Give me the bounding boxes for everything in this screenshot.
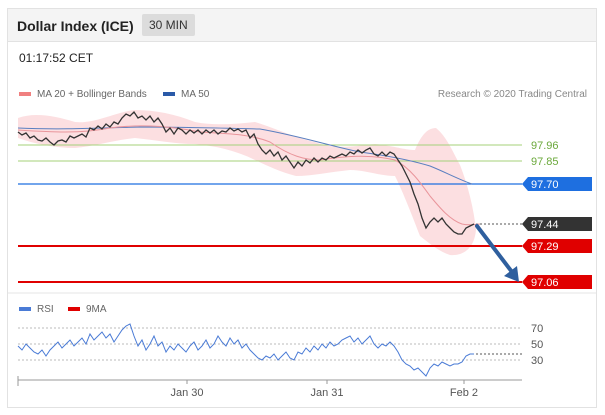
- timestamp: 01:17:52 CET: [19, 51, 94, 65]
- level-tag-97-06-text: 97.06: [531, 277, 559, 289]
- legend-9ma-label: 9MA: [86, 304, 107, 315]
- legend-9ma-swatch: [68, 307, 80, 312]
- rsi-level-50-label: 50: [531, 339, 543, 351]
- level-tag-97-96: 97.96: [531, 140, 559, 152]
- bollinger-band: [18, 110, 476, 256]
- instrument-title: Dollar Index (ICE): [17, 18, 134, 34]
- chart-widget: Dollar Index (ICE) 30 MIN 01:17:52 CET M…: [7, 8, 597, 408]
- legend-ma20: MA 20 + Bollinger Bands: [19, 89, 147, 100]
- level-tag-97-85: 97.85: [531, 156, 559, 168]
- level-tag-97-96-text: 97.96: [531, 140, 559, 152]
- legend-ma50-label: MA 50: [181, 89, 210, 100]
- level-tag-97-06: 97.06: [522, 275, 592, 289]
- level-tag-97-44: 97.44: [522, 217, 592, 231]
- legend-ma50-swatch: [163, 92, 175, 97]
- legend-ma20-swatch: [19, 92, 31, 97]
- price-series: [17, 110, 475, 235]
- copyright: Research © 2020 Trading Central: [437, 89, 587, 100]
- level-tag-97-85-text: 97.85: [531, 156, 559, 168]
- level-tag-97-70-text: 97.70: [531, 179, 559, 191]
- x-label-jan30: Jan 30: [170, 387, 203, 399]
- level-tag-97-44-text: 97.44: [531, 219, 559, 231]
- x-label-feb2: Feb 2: [450, 387, 478, 399]
- level-tag-97-06-bg: [522, 275, 592, 289]
- level-tag-97-70-bg: [522, 177, 592, 191]
- rsi-line: [17, 323, 474, 377]
- level-tag-97-44-bg: [522, 217, 592, 231]
- legend-9ma: 9MA: [68, 304, 107, 315]
- rsi-level-70-label: 70: [531, 323, 543, 335]
- level-tag-97-70: 97.70: [522, 177, 592, 191]
- rsi-level-30-label: 30: [531, 355, 543, 367]
- legend-rsi-label: RSI: [37, 304, 54, 315]
- forecast-arrow-shaft: [475, 224, 514, 274]
- legend-rsi-swatch: [19, 307, 31, 312]
- widget-header: Dollar Index (ICE) 30 MIN: [8, 9, 596, 42]
- forecast-arrow-head: [504, 266, 519, 282]
- legend-ma20-label: MA 20 + Bollinger Bands: [37, 89, 147, 100]
- level-tag-97-29-text: 97.29: [531, 241, 559, 253]
- legend-rsi: RSI: [19, 304, 54, 315]
- x-label-jan31: Jan 31: [310, 387, 343, 399]
- ma20-line: [17, 125, 481, 226]
- level-tag-97-29-bg: [522, 239, 592, 253]
- legend-ma50: MA 50: [163, 89, 209, 100]
- interval-button[interactable]: 30 MIN: [142, 14, 195, 36]
- level-tag-97-29: 97.29: [522, 239, 592, 253]
